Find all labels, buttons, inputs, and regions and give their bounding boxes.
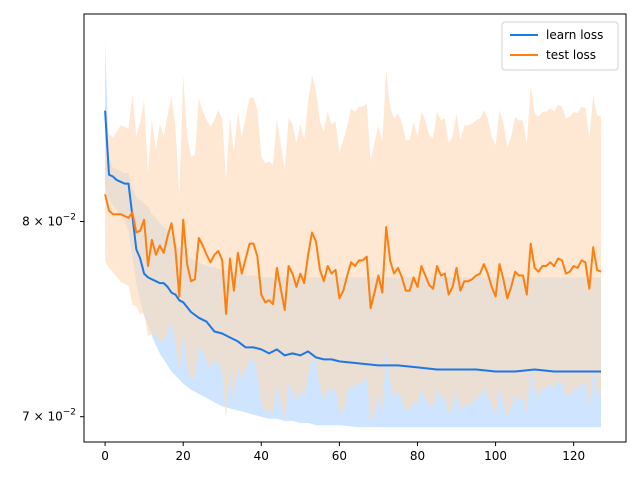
legend-label: learn loss [546, 28, 603, 42]
axes-frame [83, 13, 627, 443]
y-tick-label: 7 × 10−2 [22, 408, 76, 424]
legend-label: test loss [546, 48, 596, 62]
x-tick-label: 0 [101, 449, 109, 463]
y-tick-label: 8 × 10−2 [22, 213, 76, 229]
x-tick-label: 40 [254, 449, 269, 463]
x-tick-label: 20 [176, 449, 191, 463]
test-loss-line [104, 194, 602, 315]
legend: learn loss test loss [501, 21, 619, 71]
series-lines [104, 110, 602, 373]
learn-loss-line [104, 110, 601, 373]
x-tick-label: 60 [332, 449, 347, 463]
x-tick-label: 120 [562, 449, 585, 463]
x-axis: 0 20 40 60 80 100 120 [101, 442, 585, 463]
x-tick-label: 100 [484, 449, 507, 463]
confidence-bands [105, 41, 601, 428]
test-loss-band [105, 70, 601, 424]
x-tick-label: 80 [410, 449, 425, 463]
y-axis: 8 × 10−2 7 × 10−2 [22, 213, 84, 424]
